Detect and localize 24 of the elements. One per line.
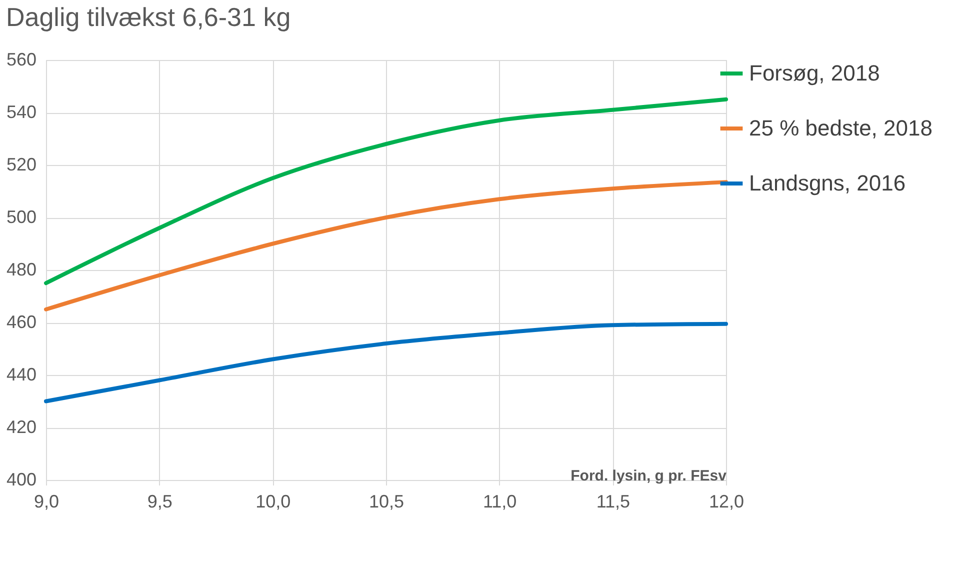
y-tick-label: 460 xyxy=(6,312,36,332)
x-axis-title: Ford. lysin, g pr. FEsv xyxy=(570,468,728,484)
x-tick-label: 10,5 xyxy=(368,492,404,512)
y-tick-label: 400 xyxy=(6,470,36,490)
x-tick-label: 9,0 xyxy=(34,492,60,512)
y-tick-label: 420 xyxy=(6,417,36,437)
legend-label: Forsøg, 2018 xyxy=(749,60,880,86)
y-tick-label: 540 xyxy=(6,102,36,122)
y-tick-label: 520 xyxy=(6,154,36,174)
legend-label: Landsgns, 2016 xyxy=(749,170,906,196)
legend-label: 25 % bedste, 2018 xyxy=(749,116,932,140)
x-tick-label: 11,0 xyxy=(482,492,517,512)
line-series xyxy=(44,97,728,286)
y-tick-label: 440 xyxy=(6,364,36,384)
chart-title: Daglig tilvækst 6,6-31 kg xyxy=(6,2,291,32)
y-tick-label: 560 xyxy=(6,50,36,70)
line-series xyxy=(44,180,728,312)
x-tick-label: 12,0 xyxy=(708,492,744,512)
y-tick-label: 480 xyxy=(6,260,36,280)
line-series xyxy=(44,322,728,404)
x-tick-label: 9,5 xyxy=(147,492,172,512)
x-tick-label: 10,0 xyxy=(256,492,291,512)
x-tick-label: 11,5 xyxy=(596,492,630,512)
y-tick-label: 500 xyxy=(6,207,36,227)
